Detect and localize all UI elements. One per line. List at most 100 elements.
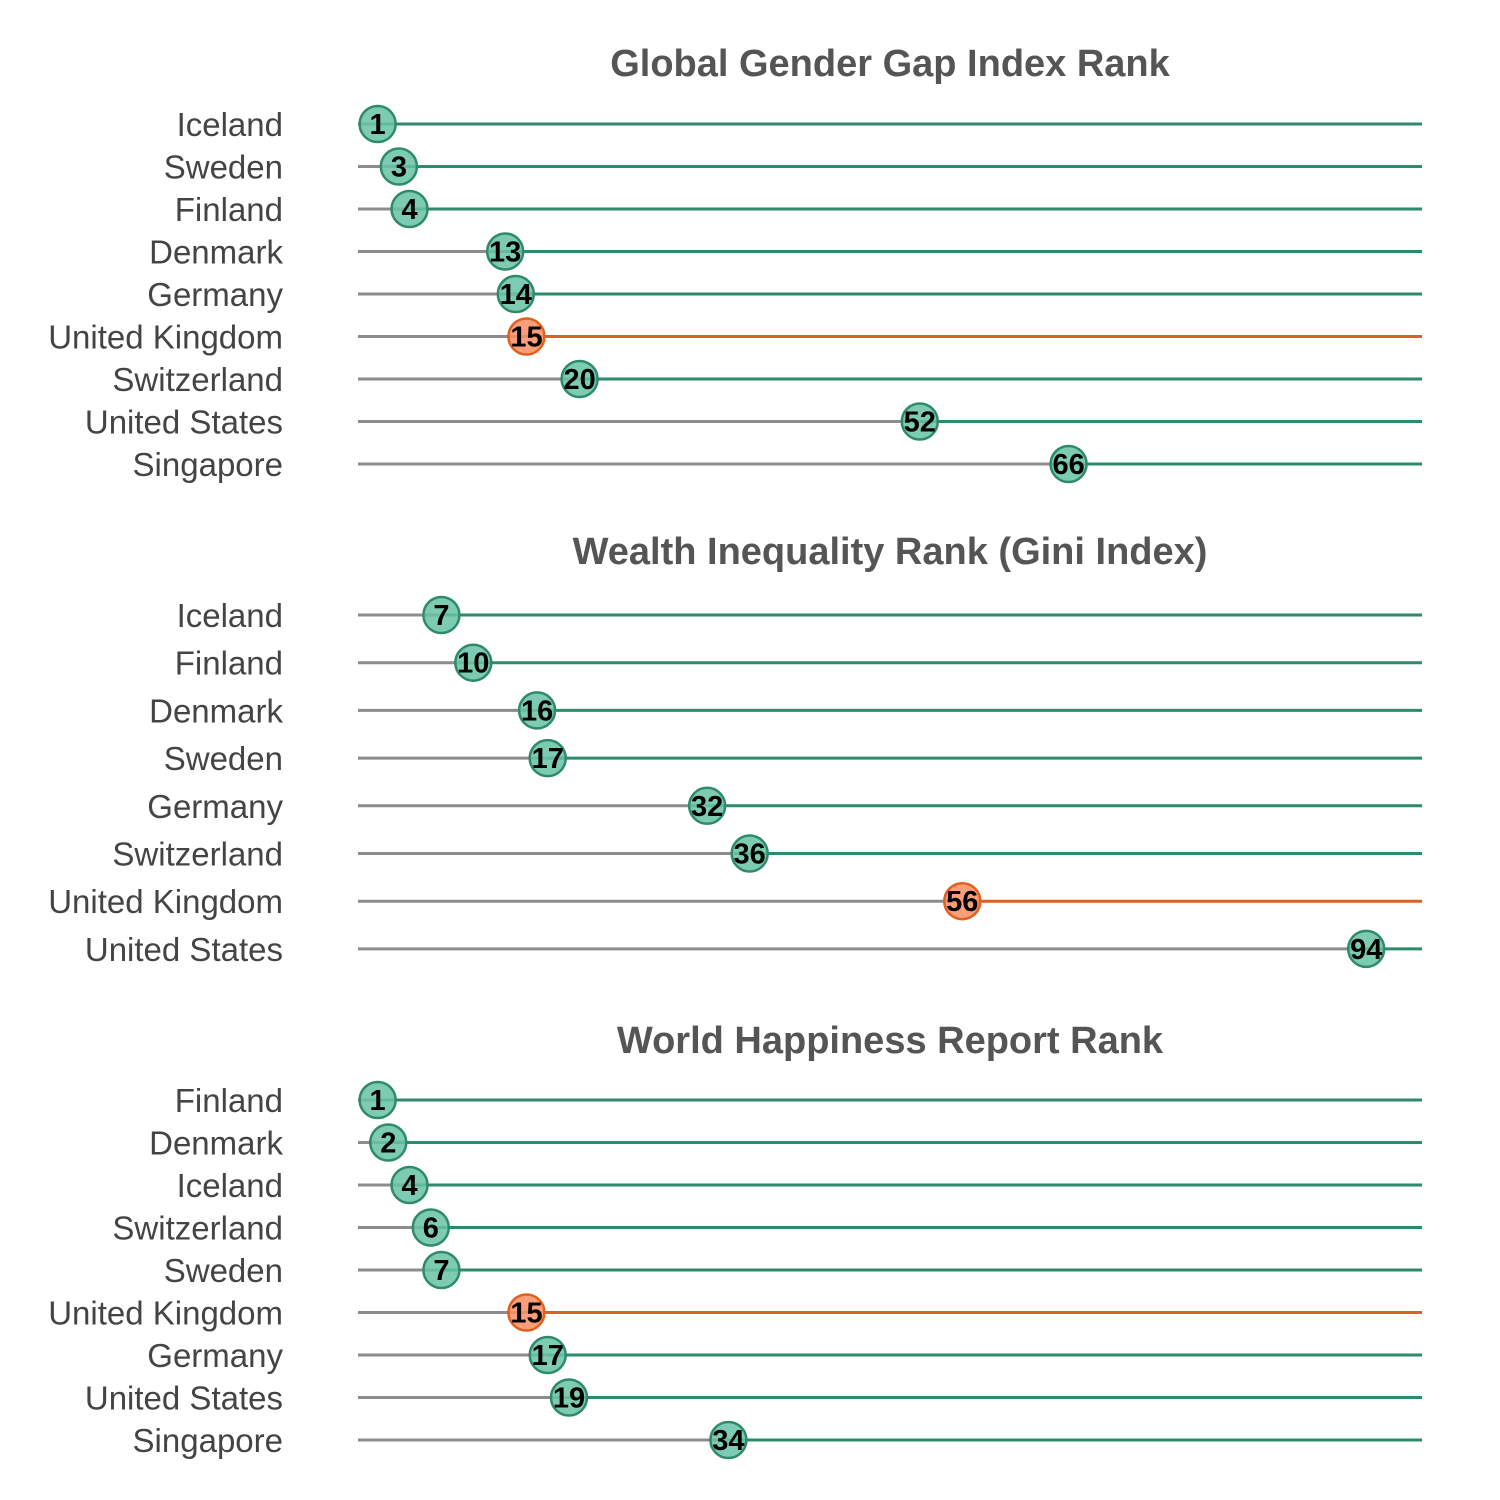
data-label: 36 [734,839,766,871]
country-label: Denmark [149,1125,283,1162]
rank-dot [730,834,769,873]
country-label: Sweden [164,740,283,777]
lollipop-row: Sweden 17 [164,738,1422,778]
rank-dot [507,1293,546,1332]
country-label: Germany [147,1337,283,1374]
country-label: Iceland [177,1167,283,1204]
data-label: 15 [510,1298,542,1330]
lollipop-row: United Kingdom 15 [48,1293,1422,1332]
lollipop-row: Finland 4 [175,189,1422,229]
rank-dot [517,691,557,730]
rank-dot [369,1123,408,1162]
rank-dot [709,1420,748,1460]
rank-dot [560,359,599,399]
rank-dot [454,643,493,682]
lollipop-row: Iceland 4 [177,1165,1422,1205]
panel-title: Global Gender Gap Index Rank [610,43,1170,85]
data-label: 15 [510,322,542,354]
rank-dot [549,1378,589,1417]
panel-marks: Iceland 7 Finland 10 Denmark 16 Sweden 17 German… [48,595,1422,969]
data-label: 4 [401,194,417,226]
data-label: 1 [370,1085,386,1117]
lollipop-row: Sweden 3 [164,147,1422,186]
data-label: 4 [401,1170,417,1202]
lollipop-row: United Kingdom 56 [48,881,1422,921]
panel-world-happiness: World Happiness Report Rank Finland 1 Denm… [48,1020,1422,1460]
country-label: Iceland [177,106,283,143]
country-label: Sweden [164,1252,283,1289]
lollipop-row: Denmark 2 [149,1123,1422,1162]
data-label: 13 [489,237,521,269]
lollipop-row: Iceland 1 [177,104,1422,144]
country-label: Germany [147,788,283,825]
lollipop-row: United States 94 [85,929,1422,969]
rank-dot [390,1165,429,1205]
rank-dot [1049,444,1088,484]
data-label: 7 [433,600,449,632]
rank-dot [496,274,536,314]
country-label: Finland [175,645,283,682]
country-label: Denmark [149,692,283,729]
rank-dot [411,1208,451,1247]
country-label: Denmark [149,234,283,271]
panel-marks: Iceland 1 Sweden 3 Finland 4 Denmark 13 Germany 1… [48,104,1422,484]
data-label: 94 [1350,934,1382,966]
panel-wealth-inequality: Wealth Inequality Rank (Gini Index) Icel… [48,531,1422,969]
country-label: United Kingdom [48,319,283,356]
rank-dot [485,232,525,271]
data-label: 14 [500,279,532,311]
data-label: 10 [457,648,489,680]
country-label: Switzerland [112,1210,283,1247]
data-label: 3 [391,152,407,184]
panel-title: Wealth Inequality Rank (Gini Index) [573,531,1208,573]
panel-gender-gap: Global Gender Gap Index Rank Iceland 1 Swe… [48,43,1422,484]
rank-dot [687,786,727,826]
country-label: United States [85,404,283,441]
lollipop-row: Switzerland 36 [112,834,1422,873]
country-label: Germany [147,276,283,313]
country-label: United Kingdom [48,1295,283,1332]
lollipop-row: Finland 1 [175,1080,1422,1120]
data-label: 7 [433,1255,449,1287]
country-label: United States [85,931,283,968]
data-label: 19 [553,1383,585,1415]
lollipop-row: Denmark 16 [149,691,1422,730]
rank-dot [507,317,546,356]
lollipop-row: Germany 14 [147,274,1422,314]
rank-dot [390,189,429,229]
lollipop-row: Switzerland 20 [112,359,1422,399]
data-label: 20 [563,364,595,396]
lollipop-row: Singapore 34 [133,1420,1422,1460]
rank-dot [528,738,567,778]
panel-title: World Happiness Report Rank [617,1020,1164,1062]
lollipop-row: United States 19 [85,1378,1422,1417]
rank-dot [1346,929,1386,969]
rank-dot [900,402,940,441]
rank-dot [358,104,397,144]
rank-dot [358,1080,397,1120]
rank-dot [943,881,982,921]
country-label: Iceland [177,597,283,634]
lollipop-row: Germany 17 [147,1335,1422,1375]
data-label: 56 [946,886,978,918]
lollipop-row: Sweden 7 [164,1250,1422,1290]
data-label: 1 [370,109,386,141]
data-label: 6 [423,1213,439,1245]
lollipop-row: Denmark 13 [149,232,1422,271]
data-label: 16 [521,695,553,727]
country-label: Sweden [164,149,283,186]
lollipop-row: United Kingdom 15 [48,317,1422,356]
data-label: 52 [904,407,936,439]
lollipop-row: Iceland 7 [177,595,1422,635]
country-label: Switzerland [112,836,283,873]
data-label: 2 [380,1128,396,1160]
data-label: 17 [532,1340,564,1372]
data-label: 17 [532,743,564,775]
lollipop-row: Finland 10 [175,643,1422,682]
panel-marks: Finland 1 Denmark 2 Iceland 4 Switzerland 6 Swed… [48,1080,1422,1460]
data-label: 66 [1052,449,1084,481]
country-label: Finland [175,191,283,228]
country-label: United States [85,1380,283,1417]
lollipop-row: Germany 32 [147,786,1422,826]
